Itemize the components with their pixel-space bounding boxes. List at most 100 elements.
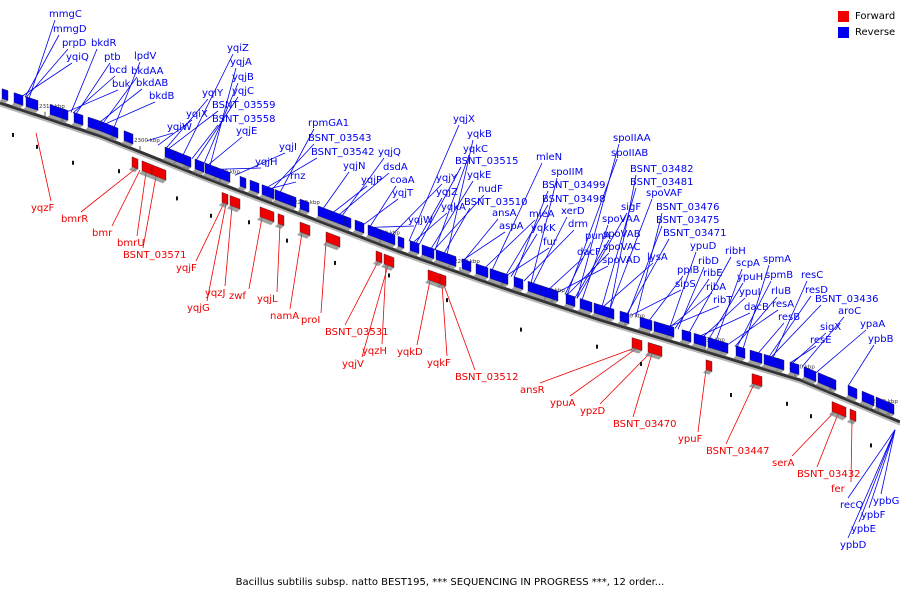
reverse-gene-leader [566, 158, 618, 296]
reverse-gene-leader [491, 162, 543, 271]
reverse-gene-leader [182, 53, 234, 156]
forward-gene-block-shade [645, 352, 662, 360]
reverse-gene-leader [801, 316, 845, 368]
reverse-gene-label: spoVAA [602, 214, 640, 225]
reverse-gene-leader [28, 19, 56, 99]
reverse-gene-label: lpdV [134, 51, 156, 62]
reverse-gene-leader [70, 48, 98, 113]
reverse-gene-label: yqiZ [227, 43, 249, 54]
reverse-gene-leader [21, 62, 73, 97]
forward-gene-leader [35, 132, 52, 202]
reverse-gene-label: buk [112, 79, 131, 90]
reverse-gene-leader [271, 143, 315, 190]
forward-gene-leader [289, 232, 303, 310]
reverse-gene-label: yqjH [255, 157, 278, 168]
reverse-gene-label: yqkB [467, 129, 492, 140]
reverse-gene-label: BSNT_03542 [311, 147, 374, 158]
reverse-gene-label: recQ [840, 500, 864, 511]
forward-gene-label: fer [831, 484, 846, 495]
reverse-gene-block-shade [272, 199, 290, 209]
reverse-gene-block-shade [761, 364, 779, 372]
reverse-gene-leader [602, 262, 654, 308]
reverse-gene-leader [626, 238, 670, 315]
sequence-marker [786, 401, 788, 406]
reverse-gene-leader [768, 295, 812, 357]
reverse-gene-label: yqjI [279, 142, 297, 153]
reverse-gene-leader [699, 312, 751, 337]
reverse-gene-block-shade [733, 355, 745, 362]
reverse-gene-leader [371, 225, 415, 228]
reverse-gene-block [551, 288, 559, 302]
reverse-gene-leader [880, 429, 896, 495]
reverse-gene-block [777, 358, 785, 371]
forward-gene-block-shade [749, 383, 762, 390]
reverse-gene-block [501, 272, 509, 285]
sequence-marker [72, 160, 74, 165]
reverse-gene-leader [702, 297, 746, 338]
reverse-gene-block [61, 108, 69, 121]
reverse-gene-label: BSNT_03559 [212, 100, 275, 111]
reverse-gene-label: yqiQ [66, 52, 89, 63]
reverse-gene-label: mleA [529, 209, 555, 220]
reverse-gene-leader [601, 187, 637, 307]
reverse-gene-label: ptb [104, 52, 121, 63]
reverse-gene-label: ypbF [861, 510, 886, 521]
reverse-gene-label: sigX [820, 322, 841, 333]
reverse-gene-block-shade [787, 372, 799, 378]
reverse-gene-block-shade [327, 220, 345, 230]
reverse-gene-block-shade [747, 360, 762, 367]
reverse-gene-label: ypbB [868, 334, 894, 345]
reverse-gene-leader [113, 61, 141, 128]
forward-gene-block-shade [373, 260, 382, 267]
forward-gene-label: yqkF [427, 358, 451, 369]
forward-gene-block-shade [703, 369, 712, 375]
reverse-gene-leader [648, 275, 684, 321]
reverse-gene-label: ribT [713, 295, 733, 306]
forward-gene-block-shade [219, 202, 228, 208]
reverse-gene-leader [146, 132, 174, 142]
forward-gene-leader [136, 172, 147, 237]
reverse-gene-block-shade [859, 401, 874, 410]
reverse-gene-leader [847, 429, 896, 539]
forward-gene-label: yqzF [31, 203, 55, 214]
reverse-gene-leader [363, 198, 399, 225]
sequence-marker [596, 344, 598, 349]
reverse-gene-leader [523, 229, 575, 282]
reverse-gene-block-shade [651, 331, 669, 339]
reverse-gene-leader [446, 139, 474, 255]
forward-gene-label: ypuF [678, 434, 703, 445]
reverse-gene-block-shade [679, 339, 691, 346]
reverse-gene-label: ppiB [677, 265, 699, 276]
reverse-gene-block-shade [71, 122, 83, 129]
reverse-gene-label: aroC [838, 306, 861, 317]
reverse-gene-label: resB [778, 312, 800, 323]
forward-gene-label: BSNT_03470 [613, 419, 676, 430]
forward-gene-leader [725, 384, 755, 445]
reverse-gene-leader [630, 289, 682, 316]
reverse-gene-block [607, 307, 615, 320]
forward-gene-label: bmrU [117, 238, 145, 249]
reverse-gene-leader [412, 212, 448, 243]
forward-gene-label: ansR [520, 385, 545, 396]
sequence-marker [36, 144, 38, 149]
reverse-gene-label: yqjE [236, 126, 257, 137]
reverse-gene-leader [25, 48, 69, 98]
forward-gene-label: yqjG [187, 303, 210, 314]
reverse-gene-leader [505, 204, 549, 276]
legend: Forward Reverse [838, 8, 895, 40]
reverse-gene-leader [463, 218, 499, 261]
reverse-gene-block-shade [109, 135, 118, 142]
forward-gene-block-shade [275, 223, 284, 229]
reverse-gene-label: spmA [763, 254, 791, 265]
reverse-gene-block-shade [395, 246, 404, 252]
reverse-gene-leader [104, 101, 156, 125]
forward-gene-block [705, 359, 713, 372]
reverse-gene-leader [391, 183, 443, 236]
forward-gene-label: yqzJ [205, 288, 225, 299]
legend-label-forward: Forward [855, 10, 896, 22]
forward-gene-label: BSNT_03447 [706, 446, 769, 457]
reverse-gene-leader [609, 174, 637, 310]
reverse-gene-label: mmgC [49, 9, 82, 20]
forward-gene-leader [142, 176, 157, 249]
forward-gene-label: BSNT_03571 [123, 250, 186, 261]
